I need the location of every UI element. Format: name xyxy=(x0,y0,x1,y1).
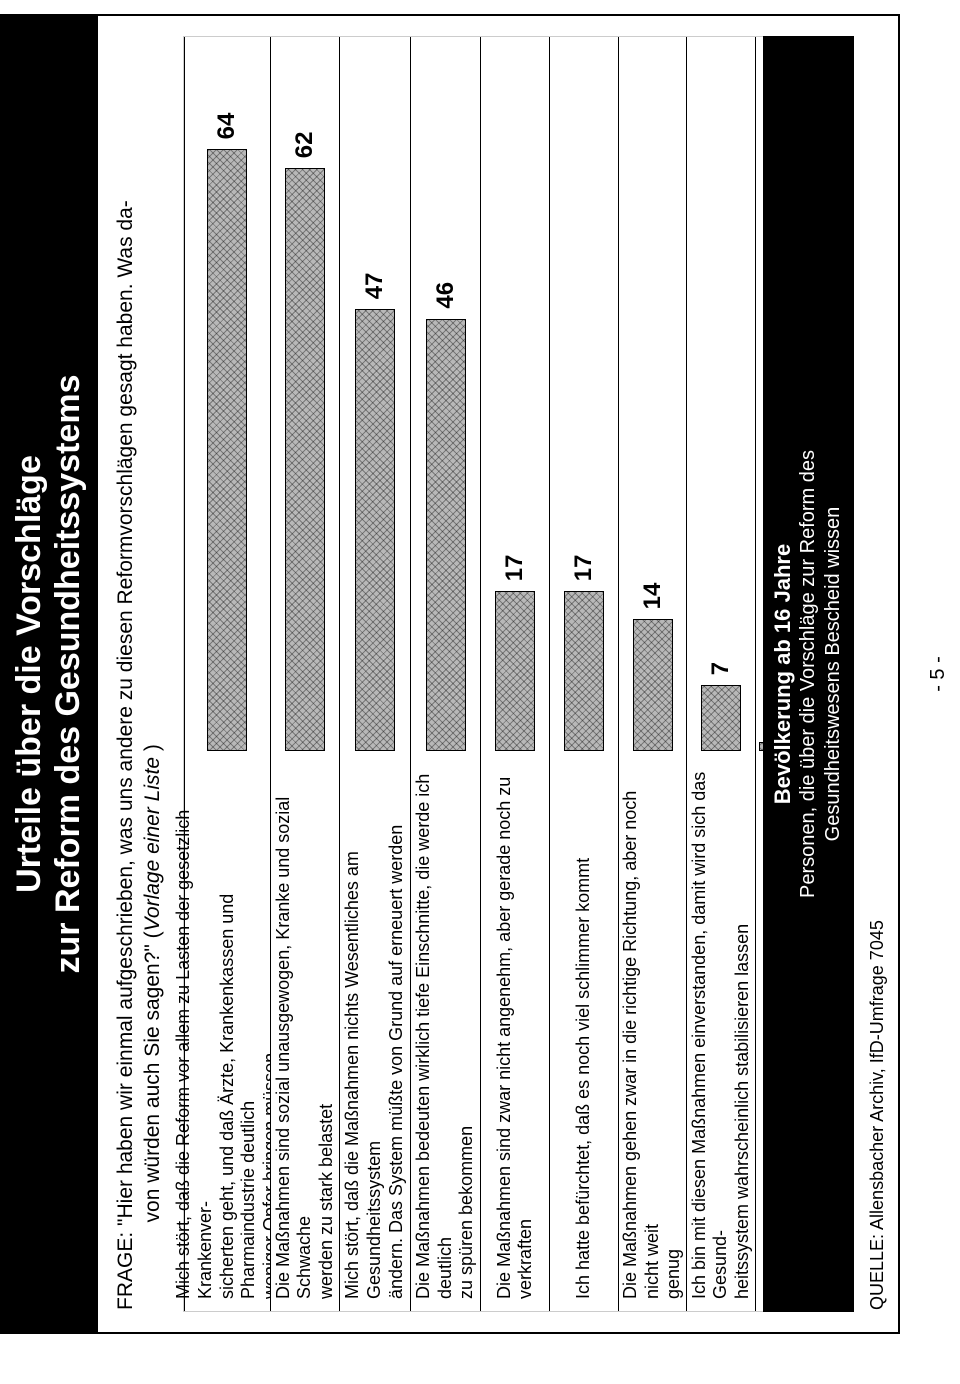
chart-bar xyxy=(701,685,741,751)
chart-bar xyxy=(207,149,247,751)
question-label: FRAGE: xyxy=(114,1232,137,1310)
chart-row-barzone: 17 xyxy=(481,37,549,751)
chart-area: Mich stört, daß die Reform vor allem zu … xyxy=(183,36,803,1312)
chart-bar xyxy=(495,591,535,751)
chart-row-barzone: 7 xyxy=(687,37,755,751)
chart-bar xyxy=(355,309,395,751)
chart-bar xyxy=(633,619,673,751)
footer-line3: Gesundheitswesens Bescheid wissen xyxy=(822,507,844,842)
question-block: FRAGE: "Hier haben wir einmal aufgeschri… xyxy=(98,16,177,1332)
title-line2: zur Reform des Gesundheitssystems xyxy=(49,26,88,1322)
chart-row-barzone: 64 xyxy=(185,37,270,751)
chart-row: Mich stört, daß die Reform vor allem zu … xyxy=(184,37,270,1311)
chart-row-barzone: 62 xyxy=(271,37,339,751)
footer-bar: Bevölkerung ab 16 Jahre Personen, die üb… xyxy=(763,36,855,1312)
source-text: QUELLE: Allensbacher Archiv, IfD-Umfrage… xyxy=(867,920,888,1310)
footer-line1: Bevölkerung ab 16 Jahre xyxy=(769,46,797,1302)
chart-bar-value: 17 xyxy=(501,555,529,582)
chart-row-label: Die Maßnahmen bedeuten wirklich tiefe Ei… xyxy=(409,751,482,1311)
question-text3: ) xyxy=(141,744,164,757)
question-text1: "Hier haben wir einmal aufgeschrieben, w… xyxy=(114,200,137,1226)
slide-frame: Urteile über die Vorschläge zur Reform d… xyxy=(0,14,900,1334)
chart-bar-value: 14 xyxy=(639,583,667,610)
chart-bar xyxy=(564,591,604,751)
question-text2: von würden auch Sie sagen?" ( xyxy=(141,931,164,1222)
chart-row: Die Maßnahmen sind zwar nicht angenehm, … xyxy=(480,37,549,1311)
chart-row: Ich hatte befürchtet, daß es noch viel s… xyxy=(549,37,618,1311)
question-italic: Vorlage einer Liste xyxy=(141,757,164,931)
chart-bar-value: 46 xyxy=(432,282,460,309)
chart-bar-value: 64 xyxy=(213,113,241,140)
chart-row-label: Ich bin mit diesen Maßnahmen einverstand… xyxy=(685,751,758,1311)
chart-row-barzone: 46 xyxy=(411,37,481,751)
title-line1: Urteile über die Vorschläge xyxy=(10,26,49,1322)
chart-row: Die Maßnahmen bedeuten wirklich tiefe Ei… xyxy=(410,37,481,1311)
chart-bar-value: 7 xyxy=(707,662,735,675)
chart-row-barzone: 17 xyxy=(550,37,618,751)
chart-bar xyxy=(426,319,466,751)
title-bar: Urteile über die Vorschläge zur Reform d… xyxy=(2,16,98,1332)
chart-row-label: Die Maßnahmen sind sozial unausgewogen, … xyxy=(269,751,342,1311)
chart-bar-value: 47 xyxy=(361,273,389,300)
chart-row-label: Ich hatte befürchtet, daß es noch viel s… xyxy=(569,751,599,1311)
chart-bar-value: 62 xyxy=(291,132,319,159)
chart-row-barzone: 14 xyxy=(619,37,687,751)
chart-row-label: Mich stört, daß die Maßnahmen nichts Wes… xyxy=(338,751,411,1311)
chart-row-label: Die Maßnahmen sind zwar nicht angenehm, … xyxy=(490,751,541,1311)
page-number: - 5 - xyxy=(927,14,950,1334)
chart-row: Die Maßnahmen sind sozial unausgewogen, … xyxy=(270,37,339,1311)
chart-row: Mich stört, daß die Maßnahmen nichts Wes… xyxy=(339,37,410,1311)
chart-row: Ich bin mit diesen Maßnahmen einverstand… xyxy=(686,37,755,1311)
chart-bar-value: 17 xyxy=(570,555,598,582)
footer-line2: Personen, die über die Vorschläge zur Re… xyxy=(797,450,819,898)
chart-bar xyxy=(285,168,325,751)
chart-row-label: Die Maßnahmen gehen zwar in die richtige… xyxy=(616,751,689,1311)
chart-row-barzone: 47 xyxy=(340,37,410,751)
chart-row: Die Maßnahmen gehen zwar in die richtige… xyxy=(618,37,687,1311)
